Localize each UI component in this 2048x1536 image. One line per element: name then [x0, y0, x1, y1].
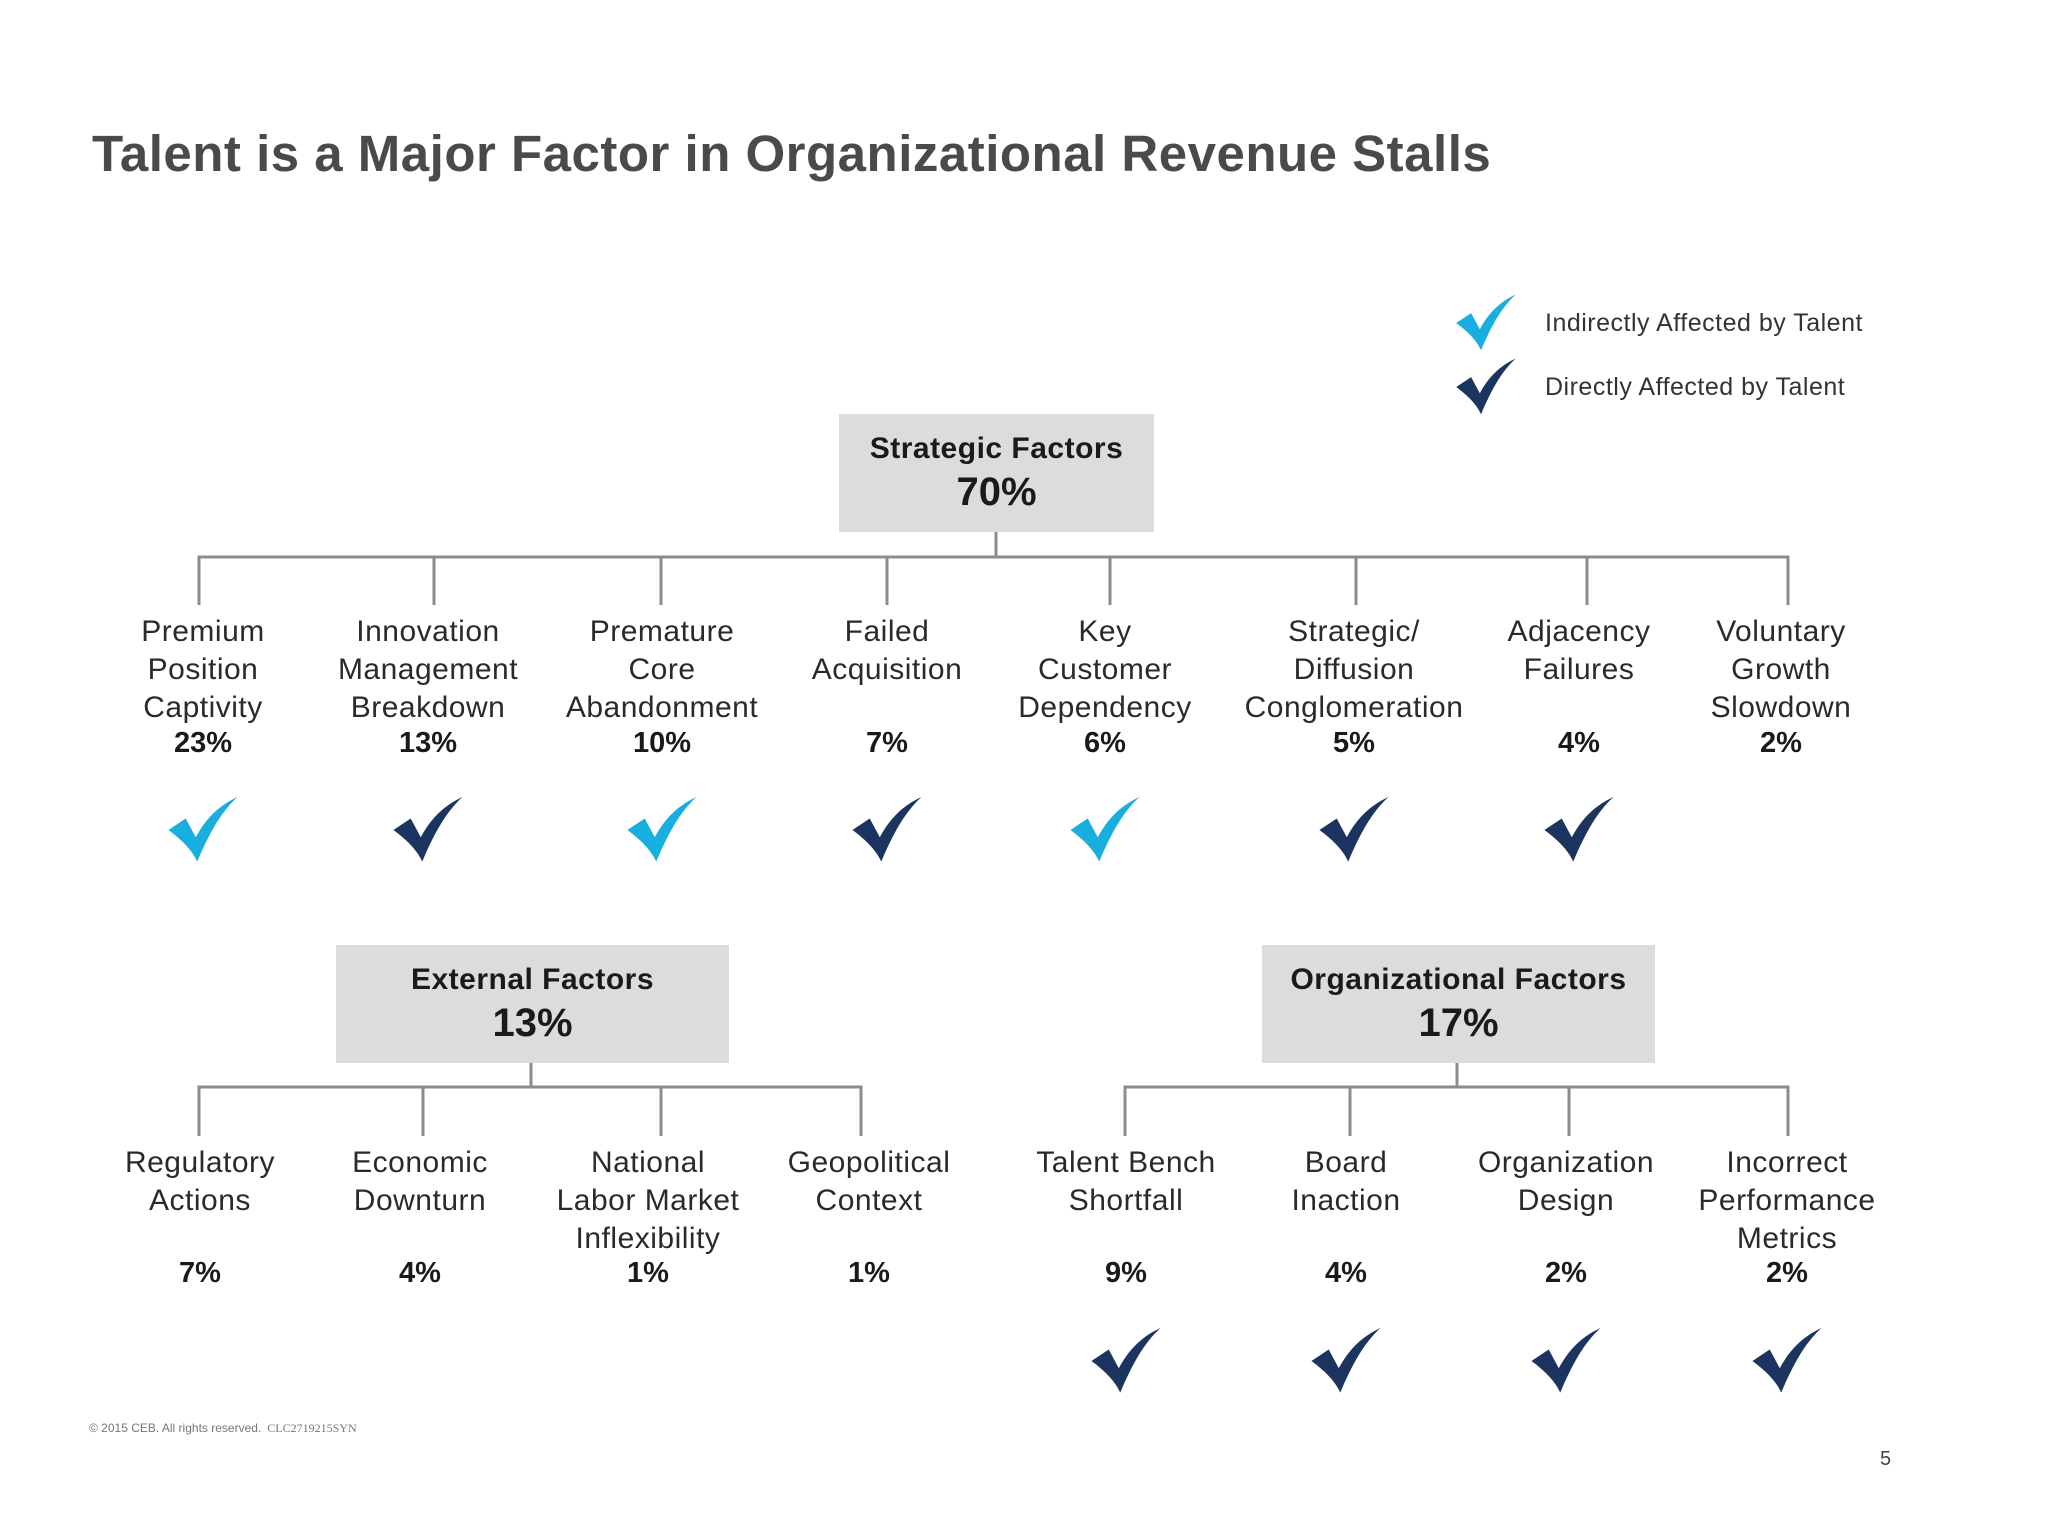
check-icon — [1455, 357, 1517, 417]
factor-label: Key Customer Dependency — [1018, 615, 1192, 724]
page-number: 5 — [1880, 1448, 1892, 1470]
factor-node: Regulatory Actions 7% — [80, 1144, 320, 1289]
legend-item-direct: Directly Affected by Talent — [1455, 357, 1845, 417]
factor-node: Innovation Management Breakdown 13% — [308, 613, 548, 759]
check-icon — [1069, 795, 1149, 870]
factor-label: Voluntary Growth Slowdown — [1710, 615, 1852, 724]
factor-label: Premium Position Captivity — [141, 615, 265, 724]
header-title: Organizational Factors — [1290, 962, 1627, 996]
factor-label: Adjacency Failures — [1507, 615, 1651, 686]
header-percent: 70% — [956, 469, 1037, 514]
factor-label: Incorrect Performance Metrics — [1698, 1146, 1876, 1255]
factor-percent: 1% — [848, 1257, 890, 1289]
factor-percent: 2% — [1766, 1257, 1808, 1289]
check-icon — [1310, 1326, 1390, 1401]
factor-node: Voluntary Growth Slowdown 2% — [1661, 613, 1901, 759]
factor-label: Premature Core Abandonment — [565, 615, 759, 724]
factor-label: Board Inaction — [1291, 1146, 1401, 1217]
check-icon — [1543, 795, 1623, 870]
factor-percent: 7% — [866, 727, 908, 759]
factor-node: Key Customer Dependency 6% — [985, 613, 1225, 759]
header-title: External Factors — [410, 962, 655, 996]
factor-node: Organization Design 2% — [1446, 1144, 1686, 1289]
factor-percent: 4% — [399, 1257, 441, 1289]
factor-label: Strategic/ Diffusion Conglomeration — [1244, 615, 1464, 724]
factor-label: Geopolitical Context — [787, 1146, 951, 1217]
factor-label: Innovation Management Breakdown — [337, 615, 519, 724]
factor-node: Economic Downturn 4% — [300, 1144, 540, 1289]
factor-percent: 6% — [1084, 727, 1126, 759]
factor-node: Talent Bench Shortfall 9% — [1006, 1144, 1246, 1289]
check-icon — [167, 795, 247, 870]
check-icon — [851, 795, 931, 870]
factor-node: Premature Core Abandonment 10% — [542, 613, 782, 759]
factor-label: Talent Bench Shortfall — [1036, 1146, 1216, 1217]
factor-node: Geopolitical Context 1% — [749, 1144, 989, 1289]
factor-label: Failed Acquisition — [811, 615, 963, 686]
check-icon — [626, 795, 706, 870]
document-code: CLC2719215SYN — [267, 1421, 357, 1435]
check-icon — [1455, 293, 1517, 353]
check-icon — [1090, 1326, 1170, 1401]
legend-label: Indirectly Affected by Talent — [1545, 308, 1863, 337]
factor-node: Failed Acquisition 7% — [767, 613, 1007, 759]
factor-percent: 7% — [179, 1257, 221, 1289]
factor-label: National Labor Market Inflexibility — [556, 1146, 740, 1255]
external-factors-header: External Factors 13% — [336, 945, 729, 1063]
factor-node: Premium Position Captivity 23% — [83, 613, 323, 759]
header-percent: 13% — [492, 1000, 573, 1045]
header-percent: 17% — [1418, 1000, 1499, 1045]
factor-percent: 2% — [1760, 727, 1802, 759]
check-icon — [1530, 1326, 1610, 1401]
factor-node: Board Inaction 4% — [1226, 1144, 1466, 1289]
factor-percent: 4% — [1558, 727, 1600, 759]
factor-percent: 1% — [627, 1257, 669, 1289]
footer: © 2015 CEB. All rights reserved. CLC27192… — [89, 1421, 357, 1436]
factor-percent: 2% — [1545, 1257, 1587, 1289]
check-icon — [1751, 1326, 1831, 1401]
factor-node: Incorrect Performance Metrics 2% — [1667, 1144, 1907, 1289]
organizational-factors-header: Organizational Factors 17% — [1262, 945, 1655, 1063]
legend-label: Directly Affected by Talent — [1545, 372, 1846, 401]
check-icon — [392, 795, 472, 870]
factor-node: National Labor Market Inflexibility 1% — [528, 1144, 768, 1289]
factor-percent: 23% — [173, 727, 233, 759]
factor-label: Economic Downturn — [352, 1146, 488, 1217]
factor-percent: 10% — [632, 727, 692, 759]
factor-percent: 13% — [398, 727, 458, 759]
factor-node: Strategic/ Diffusion Conglomeration 5% — [1234, 613, 1474, 759]
strategic-factors-header: Strategic Factors 70% — [839, 414, 1154, 532]
factor-label: Organization Design — [1477, 1146, 1655, 1217]
copyright-text: © 2015 CEB. All rights reserved. — [89, 1421, 262, 1435]
factor-label: Regulatory Actions — [124, 1146, 276, 1217]
factor-percent: 9% — [1105, 1257, 1147, 1289]
factor-percent: 5% — [1333, 727, 1375, 759]
page-title: Talent is a Major Factor in Organization… — [92, 125, 1492, 182]
factor-percent: 4% — [1325, 1257, 1367, 1289]
header-title: Strategic Factors — [869, 431, 1124, 465]
factor-node: Adjacency Failures 4% — [1459, 613, 1699, 759]
check-icon — [1318, 795, 1398, 870]
legend-item-indirect: Indirectly Affected by Talent — [1455, 293, 1863, 353]
